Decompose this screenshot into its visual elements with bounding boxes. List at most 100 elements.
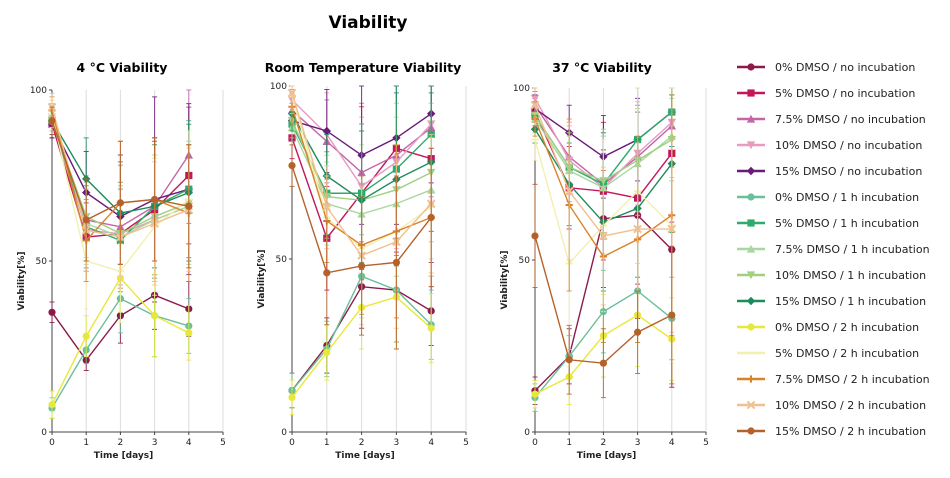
data-point: [531, 390, 539, 398]
data-point: [599, 231, 608, 241]
legend-item: 7.5% DMSO / 2 h incubation: [737, 373, 930, 386]
legend-marker: [747, 63, 755, 71]
legend-label: 15% DMSO / 1 h incubation: [775, 295, 926, 308]
legend-item: 5% DMSO / 1 h incubation: [737, 217, 919, 230]
x-tick-label: 3: [394, 438, 400, 448]
y-axis-label: Viability[%]: [257, 249, 267, 308]
legend: 0% DMSO / no incubation 5% DMSO / no incu…: [737, 61, 930, 438]
series: [530, 87, 677, 333]
legend-label: 10% DMSO / no incubation: [775, 139, 922, 152]
x-axis-label: Time [days]: [94, 451, 154, 461]
x-tick-label: 3: [152, 438, 158, 448]
y-tick-label: 50: [276, 255, 288, 265]
data-point: [599, 359, 608, 367]
figure-title: Viability: [328, 13, 407, 33]
legend-item: 7.5% DMSO / 1 h incubation: [737, 243, 930, 256]
y-tick-label: 50: [519, 256, 531, 266]
y-tick-label: 0: [524, 428, 530, 438]
data-point: [185, 329, 193, 337]
data-point: [634, 328, 642, 336]
x-tick-label: 2: [118, 438, 124, 448]
x-tick-label: 5: [220, 438, 226, 448]
x-tick-label: 4: [186, 438, 192, 448]
legend-marker: [746, 400, 756, 410]
x-tick-label: 0: [532, 438, 538, 448]
data-point: [564, 186, 574, 196]
y-tick-label: 50: [36, 257, 48, 267]
legend-item: 15% DMSO / no incubation: [737, 165, 922, 178]
legend-label: 5% DMSO / no incubation: [775, 87, 915, 100]
data-point: [322, 126, 331, 136]
y-tick-label: 100: [513, 84, 530, 94]
x-tick-label: 4: [669, 438, 675, 448]
x-tick-label: 2: [601, 438, 607, 448]
chart-title: 4 °C Viability: [77, 60, 168, 75]
x-tick-label: 5: [703, 438, 709, 448]
legend-item: 7.5% DMSO / no incubation: [737, 113, 926, 126]
data-point: [48, 308, 56, 316]
data-point: [668, 311, 676, 319]
legend-item: 0% DMSO / 1 h incubation: [737, 191, 919, 204]
y-tick-label: 0: [281, 428, 287, 438]
legend-label: 0% DMSO / no incubation: [775, 61, 915, 74]
legend-item: 10% DMSO / 2 h incubation: [737, 399, 926, 412]
legend-marker: [747, 89, 755, 97]
data-point: [48, 117, 56, 125]
legend-marker: [747, 323, 755, 331]
x-tick-label: 0: [289, 438, 295, 448]
data-point: [287, 88, 297, 98]
legend-label: 7.5% DMSO / 1 h incubation: [775, 243, 930, 256]
legend-item: 10% DMSO / no incubation: [737, 139, 922, 152]
chart-title: 37 °C Viability: [552, 60, 652, 75]
data-point: [427, 324, 435, 332]
series: [531, 183, 676, 399]
legend-label: 0% DMSO / 2 h incubation: [775, 321, 919, 334]
legend-label: 7.5% DMSO / 2 h incubation: [775, 373, 930, 386]
legend-marker: [747, 193, 755, 201]
series: [48, 106, 193, 269]
series: [288, 144, 435, 350]
data-point: [358, 262, 366, 270]
x-axis-label: Time [days]: [577, 451, 637, 461]
legend-item: 0% DMSO / 2 h incubation: [737, 321, 919, 334]
legend-item: 15% DMSO / 2 h incubation: [737, 425, 926, 438]
data-point: [323, 348, 331, 357]
data-point: [531, 232, 539, 240]
data-point: [82, 332, 90, 340]
data-point: [633, 224, 642, 234]
legend-label: 0% DMSO / 1 h incubation: [775, 191, 919, 204]
legend-label: 7.5% DMSO / no incubation: [775, 113, 926, 126]
legend-item: 5% DMSO / 2 h incubation: [737, 347, 919, 360]
legend-label: 15% DMSO / no incubation: [775, 165, 922, 178]
y-tick-label: 100: [30, 86, 47, 96]
legend-label: 15% DMSO / 2 h incubation: [775, 425, 926, 438]
y-axis-label: Viability[%]: [500, 250, 510, 309]
legend-marker: [746, 244, 756, 253]
x-tick-label: 1: [83, 438, 89, 448]
x-tick-label: 3: [635, 438, 641, 448]
x-tick-label: 0: [49, 438, 55, 448]
x-tick-label: 1: [566, 438, 572, 448]
legend-marker: [746, 114, 756, 123]
legend-marker: [746, 271, 756, 280]
data-point: [322, 202, 332, 212]
legend-label: 10% DMSO / 2 h incubation: [775, 399, 926, 412]
data-point: [185, 202, 193, 210]
legend-marker: [747, 375, 755, 383]
legend-marker: [747, 427, 755, 435]
legend-item: 10% DMSO / 1 h incubation: [737, 269, 926, 282]
legend-label: 5% DMSO / 2 h incubation: [775, 347, 919, 360]
legend-marker: [746, 166, 756, 176]
y-axis-label: Viability[%]: [17, 251, 27, 310]
data-point: [48, 401, 56, 409]
x-tick-label: 2: [359, 438, 365, 448]
x-axis-label: Time [days]: [335, 451, 395, 461]
data-point: [667, 224, 677, 234]
data-point: [427, 213, 435, 222]
legend-item: 0% DMSO / no incubation: [737, 61, 915, 74]
error-bar: [289, 85, 295, 111]
y-tick-label: 0: [41, 428, 47, 438]
